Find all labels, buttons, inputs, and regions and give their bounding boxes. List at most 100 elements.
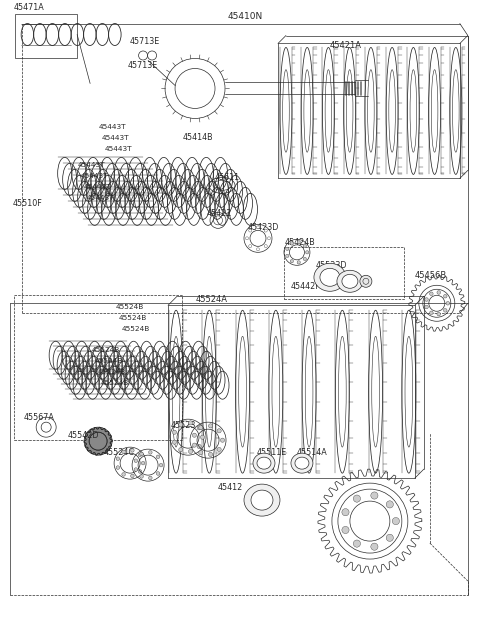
Circle shape bbox=[199, 425, 203, 430]
Text: 45443T: 45443T bbox=[86, 196, 114, 201]
Ellipse shape bbox=[244, 484, 280, 516]
Circle shape bbox=[172, 440, 177, 444]
Circle shape bbox=[217, 448, 221, 451]
Ellipse shape bbox=[314, 263, 346, 291]
Text: 45514A: 45514A bbox=[297, 448, 328, 457]
Ellipse shape bbox=[295, 457, 309, 469]
Circle shape bbox=[290, 260, 293, 263]
Circle shape bbox=[425, 305, 428, 309]
Circle shape bbox=[189, 421, 192, 425]
Circle shape bbox=[140, 452, 144, 456]
Circle shape bbox=[116, 466, 120, 470]
Text: 45443T: 45443T bbox=[81, 173, 108, 179]
Text: 45510F: 45510F bbox=[12, 199, 42, 208]
Ellipse shape bbox=[320, 268, 340, 286]
Text: 45524B: 45524B bbox=[116, 304, 144, 310]
Circle shape bbox=[342, 508, 349, 516]
Text: 45456B: 45456B bbox=[415, 272, 447, 280]
Circle shape bbox=[437, 291, 441, 294]
Circle shape bbox=[172, 430, 177, 434]
Text: 45524A: 45524A bbox=[196, 295, 228, 304]
Circle shape bbox=[159, 463, 163, 467]
Circle shape bbox=[134, 468, 138, 472]
Circle shape bbox=[342, 527, 349, 534]
Text: 45511E: 45511E bbox=[257, 448, 287, 457]
Ellipse shape bbox=[251, 490, 273, 510]
Circle shape bbox=[122, 450, 125, 454]
Circle shape bbox=[371, 543, 378, 550]
Circle shape bbox=[179, 422, 183, 427]
Circle shape bbox=[201, 435, 204, 439]
Circle shape bbox=[264, 244, 267, 248]
Circle shape bbox=[267, 237, 270, 240]
Text: 45524B: 45524B bbox=[101, 380, 129, 386]
Text: 45442F: 45442F bbox=[291, 282, 321, 291]
Text: 45611: 45611 bbox=[215, 173, 240, 182]
Text: 45422: 45422 bbox=[207, 210, 232, 218]
Text: 45443T: 45443T bbox=[84, 184, 111, 191]
Text: 45524B: 45524B bbox=[92, 348, 120, 353]
Ellipse shape bbox=[337, 270, 363, 292]
Text: 45524B: 45524B bbox=[98, 369, 126, 375]
Bar bbox=[15, 13, 77, 58]
Text: 45443T: 45443T bbox=[105, 146, 132, 153]
Text: 45443T: 45443T bbox=[101, 135, 129, 141]
Text: 45443T: 45443T bbox=[77, 163, 105, 168]
Bar bbox=[14, 295, 182, 440]
Circle shape bbox=[446, 301, 450, 305]
Circle shape bbox=[303, 244, 306, 248]
Text: 45412: 45412 bbox=[218, 483, 243, 492]
Circle shape bbox=[425, 298, 428, 301]
Text: 45713E: 45713E bbox=[128, 61, 158, 70]
Text: 45524B: 45524B bbox=[95, 358, 123, 364]
Circle shape bbox=[437, 312, 441, 316]
Circle shape bbox=[148, 451, 152, 454]
Text: 45524B: 45524B bbox=[119, 315, 147, 322]
Ellipse shape bbox=[253, 453, 275, 473]
Circle shape bbox=[189, 449, 192, 453]
Circle shape bbox=[306, 251, 309, 254]
Circle shape bbox=[353, 495, 360, 502]
Circle shape bbox=[140, 475, 144, 478]
Circle shape bbox=[286, 254, 289, 258]
Circle shape bbox=[297, 241, 300, 244]
Text: 45567A: 45567A bbox=[23, 413, 54, 422]
Circle shape bbox=[148, 476, 152, 480]
Ellipse shape bbox=[257, 457, 271, 469]
Circle shape bbox=[134, 459, 138, 463]
Circle shape bbox=[386, 501, 394, 508]
Circle shape bbox=[303, 257, 306, 261]
Text: 45424B: 45424B bbox=[285, 239, 316, 248]
Circle shape bbox=[192, 443, 196, 448]
Text: 45423D: 45423D bbox=[248, 223, 279, 232]
Text: 45542D: 45542D bbox=[67, 431, 99, 440]
Circle shape bbox=[197, 444, 201, 449]
Circle shape bbox=[249, 229, 252, 232]
Circle shape bbox=[430, 292, 433, 296]
Circle shape bbox=[220, 438, 225, 442]
Circle shape bbox=[208, 453, 213, 456]
Ellipse shape bbox=[291, 453, 313, 473]
Text: 45443T: 45443T bbox=[98, 125, 126, 130]
Circle shape bbox=[208, 424, 213, 428]
Circle shape bbox=[141, 461, 145, 465]
Circle shape bbox=[179, 448, 183, 452]
Circle shape bbox=[156, 455, 160, 458]
Circle shape bbox=[371, 492, 378, 499]
Text: 45471A: 45471A bbox=[13, 3, 44, 11]
Circle shape bbox=[297, 261, 300, 264]
Circle shape bbox=[353, 540, 360, 547]
Text: 45524B: 45524B bbox=[122, 326, 150, 332]
Bar bbox=[284, 248, 404, 299]
Circle shape bbox=[286, 247, 289, 251]
Circle shape bbox=[122, 473, 125, 476]
Circle shape bbox=[256, 226, 260, 229]
Circle shape bbox=[138, 453, 142, 456]
Text: 45410N: 45410N bbox=[228, 11, 263, 20]
Text: 45523D: 45523D bbox=[316, 261, 348, 270]
Circle shape bbox=[256, 248, 260, 251]
Circle shape bbox=[290, 242, 293, 245]
Text: 45421A: 45421A bbox=[330, 42, 362, 51]
Circle shape bbox=[430, 311, 433, 315]
Circle shape bbox=[444, 308, 447, 312]
